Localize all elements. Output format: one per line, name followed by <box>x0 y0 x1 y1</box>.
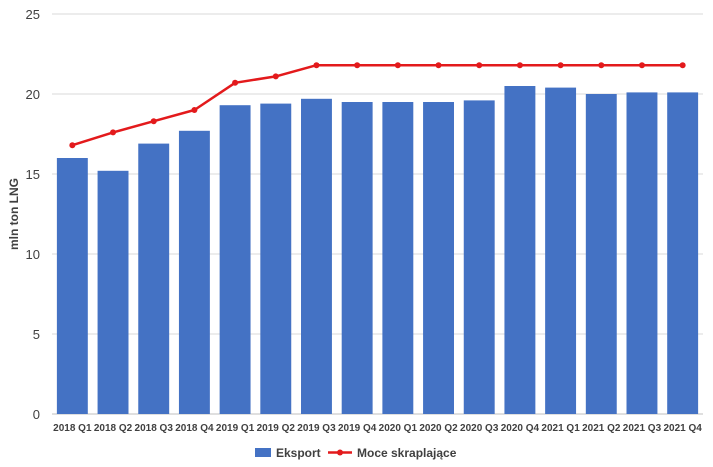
legend: Eksport Moce skraplające <box>255 446 457 460</box>
x-tick-label: 2018 Q4 <box>175 423 214 434</box>
bar <box>585 94 617 414</box>
x-tick-label: 2018 Q3 <box>135 423 174 434</box>
bar <box>138 143 170 414</box>
bar <box>423 102 454 414</box>
x-tick-label: 2020 Q4 <box>501 423 540 434</box>
x-tick-label: 2020 Q1 <box>379 423 418 434</box>
x-tick-label: 2021 Q1 <box>541 423 580 434</box>
x-tick-label: 2021 Q3 <box>623 423 662 434</box>
x-tick-label: 2019 Q4 <box>338 423 377 434</box>
x-tick-label: 2020 Q3 <box>460 423 499 434</box>
x-tick-label: 2019 Q3 <box>297 423 336 434</box>
line-point <box>638 62 645 69</box>
line-point <box>394 62 401 69</box>
x-tick-label: 2019 Q1 <box>216 423 255 434</box>
legend-swatch-eksport <box>255 448 271 457</box>
x-tick-label: 2021 Q4 <box>663 423 702 434</box>
y-axis-label: mln ton LNG <box>7 178 21 250</box>
x-tick-label: 2021 Q2 <box>582 423 621 434</box>
bar <box>504 86 536 414</box>
line-point <box>516 62 523 69</box>
x-axis-ticks: 2018 Q1 2018 Q2 2018 Q3 2018 Q4 2019 Q1 2019 … <box>53 423 702 434</box>
bar <box>219 105 251 414</box>
bar <box>545 87 577 414</box>
x-tick-label: 2020 Q2 <box>419 423 458 434</box>
y-tick-label: 20 <box>26 87 40 102</box>
y-tick-label: 25 <box>26 7 40 22</box>
bar <box>382 102 414 414</box>
y-tick-label: 5 <box>33 327 40 342</box>
y-tick-label: 15 <box>26 167 40 182</box>
line-point <box>679 62 686 69</box>
bar <box>97 170 129 414</box>
line-point <box>110 129 117 136</box>
x-tick-label: 2019 Q2 <box>257 423 296 434</box>
bar <box>178 130 210 415</box>
legend-marker-moce-skraplajace <box>337 449 343 456</box>
y-tick-label: 0 <box>33 407 40 422</box>
line-point <box>232 79 239 86</box>
bar <box>626 92 658 415</box>
y-axis-ticks: 0 5 10 15 20 25 <box>26 7 40 422</box>
line-series <box>69 62 686 149</box>
bar <box>260 103 292 414</box>
line-point <box>150 118 157 125</box>
bar <box>667 92 699 415</box>
bar-series <box>56 86 699 415</box>
line-point <box>557 62 564 69</box>
y-tick-label: 10 <box>26 247 40 262</box>
line-point <box>313 62 320 69</box>
bar <box>463 100 495 415</box>
line-point <box>354 62 361 69</box>
bar <box>341 102 373 414</box>
bar <box>56 158 88 414</box>
line-point <box>191 107 198 113</box>
series-line <box>71 63 683 147</box>
x-tick-label: 2018 Q1 <box>53 423 92 434</box>
line-point <box>476 62 483 69</box>
line-point <box>69 142 76 149</box>
line-point <box>598 62 605 69</box>
legend-label-moce-skraplajace: Moce skraplające <box>357 446 457 460</box>
line-point <box>272 73 279 80</box>
legend-label-eksport: Eksport <box>276 446 321 460</box>
x-tick-label: 2018 Q2 <box>94 423 133 434</box>
bar <box>301 98 332 415</box>
line-point <box>435 62 442 69</box>
